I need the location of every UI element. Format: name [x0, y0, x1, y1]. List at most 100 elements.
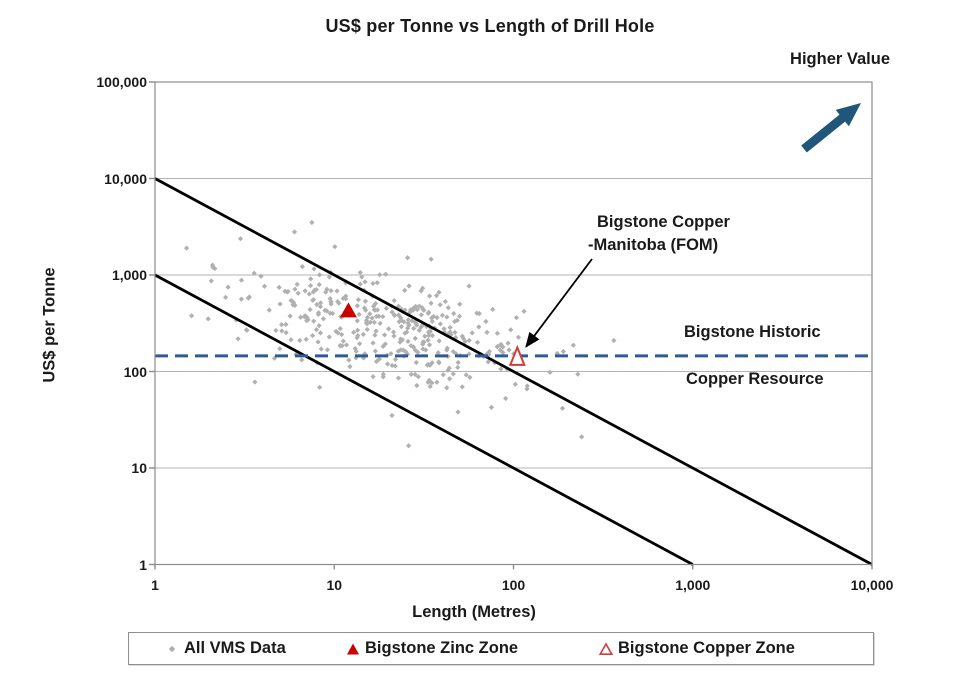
- scatter-point: [380, 343, 386, 349]
- scatter-point: [283, 330, 289, 336]
- scatter-point: [277, 301, 283, 307]
- scatter-point: [389, 412, 395, 419]
- scatter-point: [436, 360, 442, 366]
- scatter-point: [324, 347, 331, 353]
- scatter-point: [354, 303, 360, 309]
- scatter-point: [407, 309, 413, 316]
- scatter-point: [401, 319, 407, 325]
- scatter-point: [364, 314, 371, 320]
- scatter-point: [266, 307, 272, 313]
- scatter-point: [291, 229, 298, 235]
- scatter-point: [273, 327, 279, 334]
- scatter-point: [397, 339, 403, 345]
- scatter-point: [395, 375, 402, 381]
- scatter-point: [328, 301, 334, 307]
- scatter-point: [335, 298, 341, 305]
- scatter-point: [374, 280, 380, 286]
- legend-item-bigstone-copper-zone: Bigstone Copper Zone: [598, 633, 795, 664]
- scatter-point: [425, 310, 431, 317]
- scatter-point: [459, 333, 465, 339]
- x-tick-label-10,000: 10,000: [850, 577, 894, 593]
- scatter-point: [336, 300, 342, 306]
- scatter-point: [317, 384, 323, 390]
- scatter-point: [307, 283, 314, 289]
- scatter-point: [324, 308, 330, 314]
- annotation-line-2: -Manitoba (FOM): [588, 236, 719, 254]
- scatter-point: [435, 350, 441, 356]
- scatter-point: [396, 319, 402, 325]
- scatter-point: [428, 256, 434, 262]
- scatter-point: [515, 334, 522, 340]
- scatter-point: [560, 348, 566, 355]
- scatter-point: [445, 331, 452, 337]
- scatter-point: [357, 269, 363, 276]
- scatter-point: [418, 312, 425, 318]
- scatter-point: [380, 313, 386, 320]
- scatter-point: [304, 314, 310, 321]
- scatter-point: [500, 344, 506, 350]
- scatter-point: [340, 338, 346, 344]
- scatter-point: [380, 374, 386, 380]
- scatter-point: [450, 348, 456, 355]
- higher-value-label: Higher Value: [790, 50, 890, 68]
- scatter-point: [212, 265, 218, 272]
- scatter-point: [437, 321, 443, 327]
- scatter-point: [315, 311, 322, 318]
- scatter-point: [370, 280, 376, 287]
- scatter-point: [441, 329, 447, 335]
- scatter-point: [451, 311, 457, 317]
- scatter-point: [183, 245, 190, 251]
- scatter-point: [372, 332, 378, 338]
- scatter-point: [495, 343, 501, 350]
- scatter-point: [408, 343, 414, 349]
- scatter-point: [295, 290, 301, 296]
- scatter-point: [354, 318, 360, 324]
- scatter-point: [299, 264, 305, 270]
- scatter-point: [261, 283, 268, 289]
- scatter-point: [372, 307, 378, 313]
- legend-label: All VMS Data: [184, 639, 286, 657]
- scatter-point: [373, 328, 379, 334]
- scatter-point: [326, 334, 332, 340]
- scatter-point: [404, 329, 410, 335]
- scatter-point: [289, 298, 296, 305]
- scatter-point: [355, 297, 361, 303]
- scatter-point: [245, 295, 251, 301]
- scatter-point: [409, 318, 415, 324]
- scatter-point: [343, 280, 349, 286]
- scatter-point: [355, 333, 361, 339]
- scatter-point: [337, 326, 343, 332]
- diamond-icon: [168, 645, 176, 652]
- scatter-point: [485, 359, 491, 365]
- scatter-point: [505, 340, 511, 346]
- scatter-point: [389, 362, 395, 369]
- scatter-point: [307, 306, 313, 313]
- scatter-point: [377, 272, 383, 278]
- scatter-point: [395, 312, 402, 318]
- scatter-point: [413, 321, 419, 327]
- scatter-point: [405, 338, 411, 344]
- scatter-point: [404, 255, 411, 261]
- scatter-point: [412, 371, 418, 378]
- scatter-point: [419, 285, 426, 291]
- scatter-point: [408, 307, 414, 313]
- scatter-point: [188, 313, 195, 319]
- scatter-point: [402, 287, 408, 293]
- scatter-point: [414, 382, 420, 389]
- scatter-point: [288, 337, 294, 343]
- scatter-point: [579, 434, 585, 440]
- scatter-point: [498, 343, 504, 349]
- scatter-point: [439, 312, 445, 318]
- legend-item-all-vms-data: All VMS Data: [164, 633, 286, 664]
- scatter-point: [354, 335, 360, 341]
- scatter-point: [403, 349, 409, 355]
- scatter-point: [367, 319, 374, 325]
- scatter-point: [462, 339, 468, 345]
- scatter-point: [486, 348, 493, 355]
- scatter-point: [450, 371, 456, 377]
- open-triangle-icon: [598, 641, 614, 655]
- scatter-point: [418, 288, 424, 294]
- scatter-point: [611, 337, 617, 344]
- scatter-point: [512, 381, 518, 387]
